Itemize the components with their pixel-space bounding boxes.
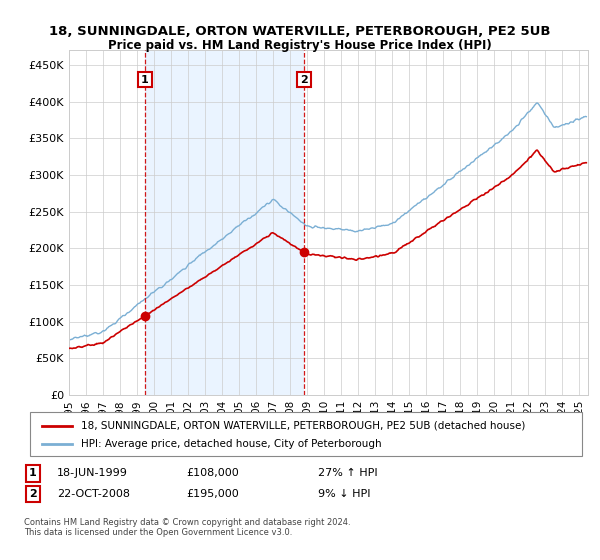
Text: Contains HM Land Registry data © Crown copyright and database right 2024.
This d: Contains HM Land Registry data © Crown c… <box>24 518 350 538</box>
Text: 2: 2 <box>300 74 308 85</box>
Text: HPI: Average price, detached house, City of Peterborough: HPI: Average price, detached house, City… <box>81 439 382 449</box>
Text: 1: 1 <box>29 468 37 478</box>
Text: 18, SUNNINGDALE, ORTON WATERVILLE, PETERBOROUGH, PE2 5UB: 18, SUNNINGDALE, ORTON WATERVILLE, PETER… <box>49 25 551 38</box>
Text: Price paid vs. HM Land Registry's House Price Index (HPI): Price paid vs. HM Land Registry's House … <box>108 39 492 52</box>
Text: 9% ↓ HPI: 9% ↓ HPI <box>318 489 371 499</box>
Text: 2: 2 <box>29 489 37 499</box>
Text: 18-JUN-1999: 18-JUN-1999 <box>57 468 128 478</box>
Text: 18, SUNNINGDALE, ORTON WATERVILLE, PETERBOROUGH, PE2 5UB (detached house): 18, SUNNINGDALE, ORTON WATERVILLE, PETER… <box>81 421 526 431</box>
Text: 22-OCT-2008: 22-OCT-2008 <box>57 489 130 499</box>
Text: £195,000: £195,000 <box>186 489 239 499</box>
Text: 1: 1 <box>141 74 149 85</box>
Text: 27% ↑ HPI: 27% ↑ HPI <box>318 468 377 478</box>
Text: £108,000: £108,000 <box>186 468 239 478</box>
Bar <box>145 50 304 395</box>
